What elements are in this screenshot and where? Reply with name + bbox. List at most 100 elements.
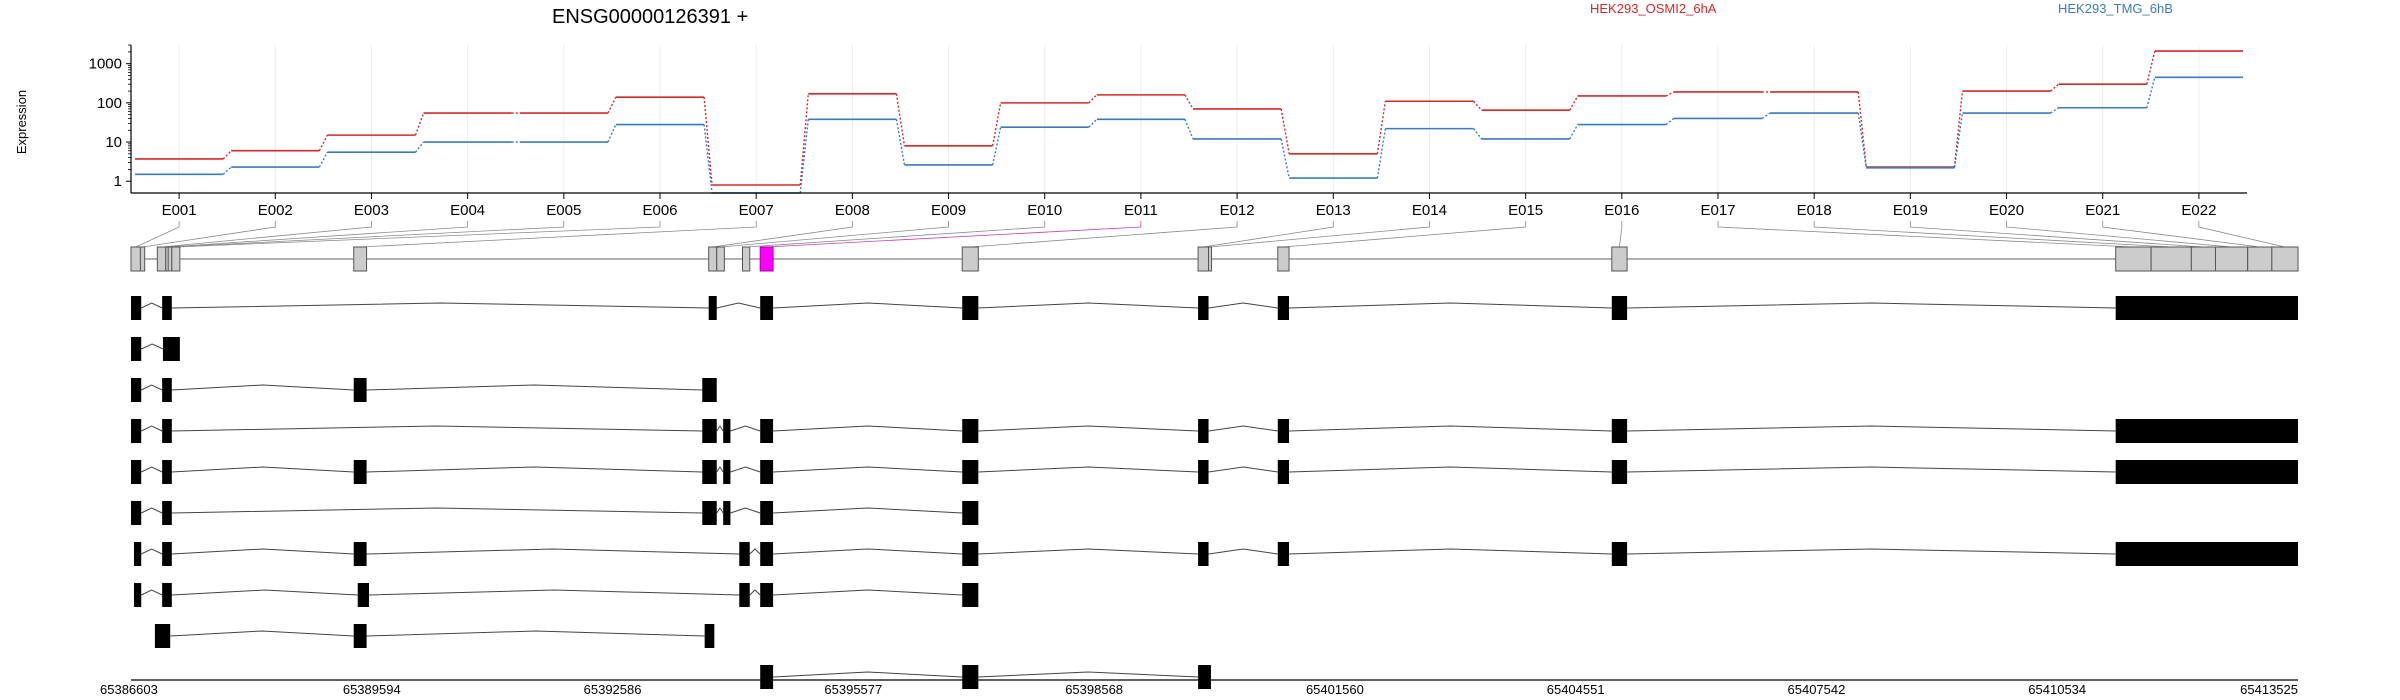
exon-block bbox=[2115, 460, 2298, 484]
series-connector bbox=[1665, 91, 1675, 97]
exon-block bbox=[962, 296, 979, 320]
exon-block bbox=[702, 419, 717, 443]
x-tick-label: E021 bbox=[2085, 202, 2120, 219]
bin-connector bbox=[1210, 221, 1430, 248]
bin-connector bbox=[720, 221, 949, 248]
x-tick-label: E009 bbox=[931, 202, 966, 219]
exon-block bbox=[1611, 296, 1628, 320]
exon-bin bbox=[1197, 246, 1210, 272]
x-tick-label: E005 bbox=[546, 202, 581, 219]
exon-bin bbox=[1208, 246, 1213, 272]
intron-line bbox=[773, 671, 963, 678]
series-connector bbox=[895, 93, 906, 146]
genome-tick-label: 65410534 bbox=[2028, 682, 2086, 697]
intron-line bbox=[773, 425, 963, 432]
series-connector bbox=[607, 124, 617, 143]
bin-connector bbox=[1717, 221, 2134, 248]
exon-block bbox=[1277, 542, 1290, 566]
intron-line bbox=[366, 466, 703, 473]
exon-block bbox=[162, 419, 172, 443]
intron-line bbox=[773, 589, 963, 596]
y-axis: 1 10 100 1000 bbox=[89, 44, 132, 193]
exon-bin bbox=[1611, 246, 1628, 272]
intron-line bbox=[141, 466, 163, 473]
exon-block bbox=[133, 542, 142, 566]
bin-connector bbox=[1283, 221, 1527, 248]
exon-bin bbox=[2150, 246, 2192, 272]
exon-bin bbox=[716, 246, 725, 272]
intron-line bbox=[141, 343, 164, 350]
exon-bin bbox=[2190, 246, 2216, 272]
genome-tick-label: 65413525 bbox=[2240, 682, 2298, 697]
exon-block bbox=[162, 296, 172, 320]
series-connector bbox=[414, 141, 425, 153]
transcript bbox=[131, 296, 2298, 320]
transcript-models bbox=[131, 296, 2298, 689]
exon-bin bbox=[2247, 246, 2273, 272]
intron-line bbox=[141, 425, 163, 432]
series-connector bbox=[1761, 112, 1771, 120]
bin-connector bbox=[167, 221, 469, 248]
exon-block bbox=[1198, 419, 1209, 443]
exon-block bbox=[962, 542, 979, 566]
exon-block bbox=[702, 460, 717, 484]
exon-bin bbox=[130, 246, 141, 272]
exon-block bbox=[760, 419, 774, 443]
exon-bin-row bbox=[130, 246, 2299, 272]
transcript bbox=[131, 419, 2298, 443]
bin-connector bbox=[2006, 221, 2232, 248]
transcript bbox=[131, 460, 2298, 484]
exon-block bbox=[962, 583, 979, 607]
bin-connector bbox=[175, 221, 661, 248]
series-connector bbox=[1376, 128, 1387, 179]
bin-connector bbox=[2198, 221, 2286, 248]
bin-connector bbox=[142, 221, 276, 248]
exon-block bbox=[962, 419, 979, 443]
bin-connector bbox=[2102, 221, 2260, 248]
series-connector bbox=[607, 96, 617, 114]
intron-line bbox=[141, 548, 163, 555]
grid-lines bbox=[178, 45, 2200, 193]
intron-line bbox=[171, 589, 358, 596]
exon-bin bbox=[708, 246, 718, 272]
exon-block bbox=[704, 624, 715, 648]
y-tick-label: 1000 bbox=[89, 56, 122, 73]
series-connector bbox=[799, 119, 809, 194]
series-connector bbox=[799, 93, 809, 186]
exon-bin bbox=[2271, 246, 2299, 272]
genome-axis: 65386603 65389594 65392586 65395577 65398568… bbox=[100, 679, 2298, 697]
exon-block bbox=[162, 337, 180, 361]
y-axis-label: Expression bbox=[14, 90, 29, 154]
series-connector bbox=[2146, 77, 2156, 108]
bin-connector bbox=[766, 221, 1142, 248]
series-connector bbox=[1953, 112, 1964, 168]
bin-connector bbox=[1619, 221, 1623, 248]
intron-line bbox=[730, 466, 761, 473]
x-tick-label: E008 bbox=[835, 202, 870, 219]
intron-line bbox=[171, 302, 709, 309]
bin-connector bbox=[135, 221, 180, 248]
series-connector bbox=[1665, 117, 1675, 126]
exon-block bbox=[162, 542, 172, 566]
intron-line bbox=[369, 589, 740, 596]
intron-line bbox=[171, 548, 354, 555]
transcript bbox=[760, 665, 1211, 689]
intron-line bbox=[141, 507, 163, 514]
bin-connector bbox=[746, 221, 1046, 248]
genome-tick-label: 65389594 bbox=[343, 682, 401, 697]
intron-line bbox=[171, 507, 703, 514]
intron-line bbox=[978, 548, 1199, 555]
exon-block bbox=[1611, 542, 1628, 566]
bin-connector bbox=[360, 221, 757, 248]
transcript bbox=[131, 378, 717, 402]
series-connector bbox=[2146, 50, 2156, 85]
intron-line bbox=[773, 302, 963, 309]
series-connector bbox=[1569, 124, 1579, 140]
intron-line bbox=[366, 630, 705, 637]
exon-block bbox=[131, 296, 142, 320]
exon-block bbox=[702, 501, 717, 525]
transcript bbox=[154, 624, 715, 648]
intron-line bbox=[716, 466, 724, 473]
series-connector bbox=[991, 126, 1002, 166]
